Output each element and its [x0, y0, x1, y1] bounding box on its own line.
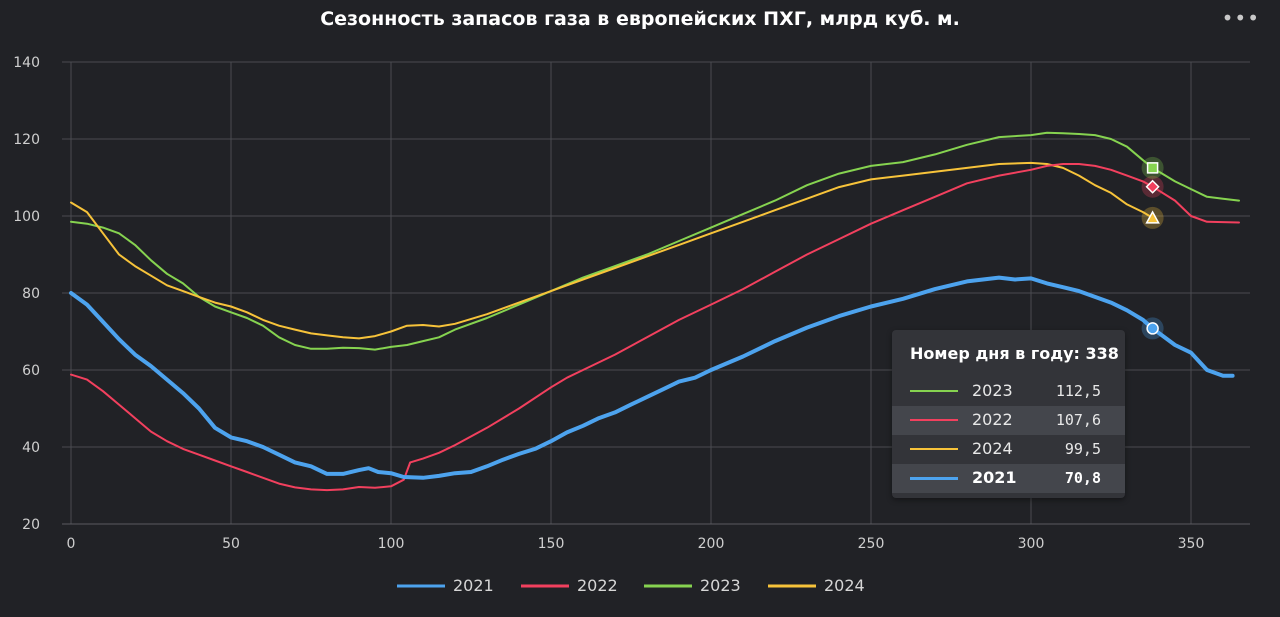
y-axis-ticks: 20 40 60 80 100 120 140 — [13, 55, 40, 533]
x-tick-label: 200 — [698, 536, 725, 552]
y-tick-label: 80 — [22, 286, 40, 302]
tooltip: Номер дня в году: 338 2023 112,5 2022 10… — [892, 330, 1125, 498]
legend[interactable]: 2021 2022 2023 2024 — [397, 576, 865, 595]
x-axis-ticks: 0 50 100 150 200 250 300 350 — [67, 536, 1205, 552]
y-tick-label: 40 — [22, 440, 40, 456]
legend-item-2023[interactable]: 2023 — [644, 576, 741, 595]
y-tick-label: 60 — [22, 363, 40, 379]
y-tick-label: 120 — [13, 132, 40, 148]
tooltip-series-name: 2022 — [972, 410, 1013, 429]
legend-label: 2021 — [453, 576, 494, 595]
x-tick-label: 350 — [1178, 536, 1205, 552]
x-tick-label: 300 — [1018, 536, 1045, 552]
tooltip-row-2022: 2022 107,6 — [892, 406, 1125, 435]
legend-item-2022[interactable]: 2022 — [521, 576, 618, 595]
x-tick-label: 150 — [538, 536, 565, 552]
tooltip-series-name: 2021 — [972, 468, 1017, 487]
hover-marker-2024 — [1145, 210, 1160, 224]
y-tick-label: 20 — [22, 517, 40, 533]
tooltip-series-name: 2023 — [972, 381, 1013, 400]
legend-label: 2023 — [700, 576, 741, 595]
legend-label: 2024 — [824, 576, 865, 595]
hover-marker-2022 — [1145, 179, 1160, 194]
tooltip-series-value: 112,5 — [1055, 382, 1101, 400]
tooltip-line-swatch — [910, 419, 958, 421]
tooltip-line-swatch — [910, 477, 958, 480]
tooltip-series-value: 70,8 — [1064, 469, 1101, 487]
more-horizontal-icon[interactable]: ••• — [1221, 6, 1260, 30]
tooltip-row-2023: 2023 112,5 — [892, 377, 1125, 406]
x-tick-label: 250 — [858, 536, 885, 552]
series-line-2022[interactable] — [70, 163, 1240, 492]
legend-label: 2022 — [577, 576, 618, 595]
tooltip-series-name: 2024 — [972, 439, 1013, 458]
tooltip-series-value: 99,5 — [1064, 440, 1101, 458]
x-tick-label: 100 — [378, 536, 405, 552]
y-tick-label: 140 — [13, 55, 40, 71]
tooltip-line-swatch — [910, 390, 958, 392]
series-lines — [69, 131, 1240, 492]
tooltip-header: Номер дня в году: 338 — [910, 344, 1119, 363]
legend-item-2024[interactable]: 2024 — [768, 576, 865, 595]
hover-markers — [1141, 156, 1164, 340]
tooltip-row-2021: 2021 70,8 — [892, 464, 1125, 493]
series-line-2021[interactable] — [69, 275, 1235, 480]
chart-title: Сезонность запасов газа в европейских ПХ… — [320, 8, 960, 30]
tooltip-line-swatch — [910, 448, 958, 450]
tooltip-series-value: 107,6 — [1055, 411, 1101, 429]
y-tick-label: 100 — [13, 209, 40, 225]
series-line-2024[interactable] — [70, 161, 1154, 340]
tooltip-row-2024: 2024 99,5 — [892, 435, 1125, 464]
grid — [62, 61, 1250, 525]
hover-marker-2021 — [1146, 322, 1159, 335]
series-line-2023[interactable] — [70, 131, 1240, 351]
x-tick-label: 0 — [67, 536, 76, 552]
hover-marker-2023 — [1146, 162, 1159, 174]
legend-item-2021[interactable]: 2021 — [397, 576, 494, 595]
x-tick-label: 50 — [222, 536, 240, 552]
